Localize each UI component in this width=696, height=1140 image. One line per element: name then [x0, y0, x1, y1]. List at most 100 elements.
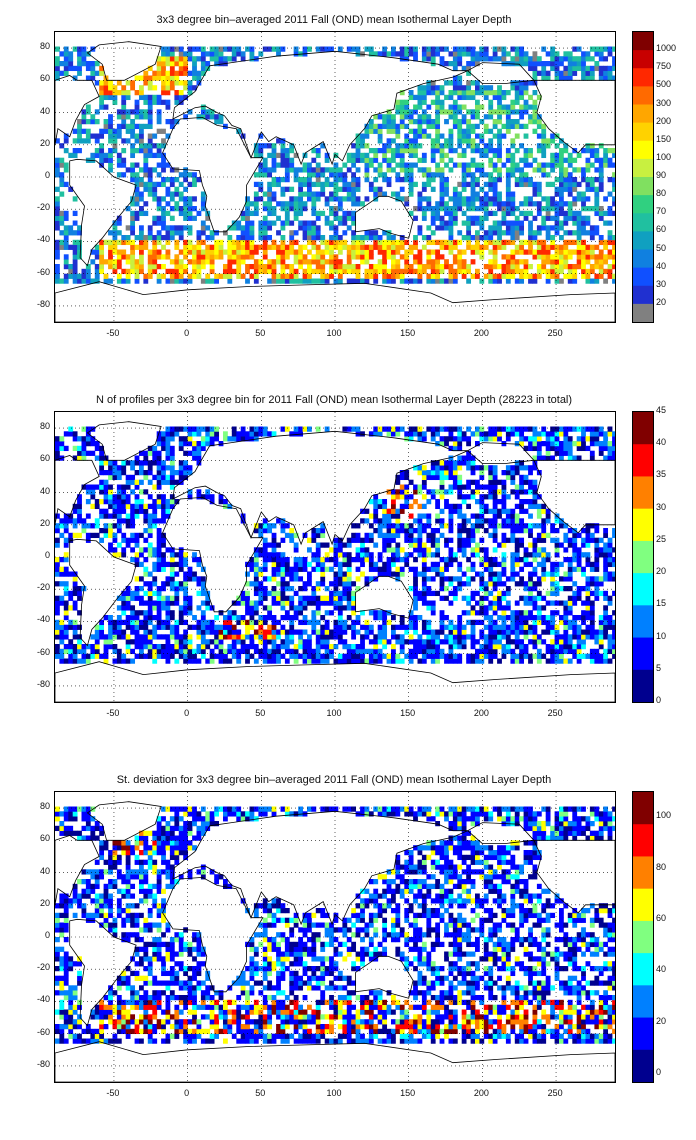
colorbar-tick-label: 15 — [656, 598, 667, 609]
colorbar-tick-label: 5 — [656, 662, 662, 673]
coastlines — [55, 41, 615, 322]
x-tick-label: 150 — [400, 708, 416, 718]
colorbar-swatch — [633, 1017, 653, 1051]
colorbar-tick-label: 90 — [656, 170, 667, 180]
colorbar-tick-label: 200 — [656, 115, 672, 126]
colorbar-swatch — [633, 985, 653, 1019]
x-tick-label: 200 — [473, 328, 489, 338]
map-title: 3x3 degree bin–averaged 2011 Fall (OND) … — [156, 14, 512, 26]
y-tick-label: 80 — [39, 801, 50, 812]
coastlines — [55, 801, 615, 1082]
y-tick-label: -80 — [36, 298, 50, 309]
x-tick-label: 250 — [547, 708, 563, 718]
x-tick-label: 0 — [184, 1088, 190, 1098]
colorbar-swatch — [633, 303, 653, 322]
coastlines — [55, 421, 615, 702]
y-tick-label: -40 — [36, 234, 50, 245]
x-tick-label: 200 — [473, 1088, 489, 1098]
map-canvas — [55, 32, 615, 322]
colorbar-swatch — [633, 508, 653, 542]
colorbar-swatch — [633, 953, 653, 986]
x-tick-label: 250 — [547, 328, 563, 338]
colorbar-tick-label: 45 — [656, 405, 667, 415]
colorbar-tick-label: 300 — [656, 97, 672, 108]
x-tick-label: -50 — [106, 328, 120, 338]
y-tick-label: 40 — [39, 105, 50, 116]
colorbar-swatch — [633, 540, 653, 574]
colorbar-swatch — [633, 605, 653, 639]
colorbar-swatch — [633, 195, 653, 214]
data-cells — [55, 806, 615, 1044]
colorbar-tick-label: 40 — [656, 964, 667, 975]
colorbar-tick-label: 20 — [656, 296, 667, 307]
x-tick-label: 100 — [326, 708, 342, 718]
y-tick-label: -80 — [36, 1058, 50, 1069]
colorbar-tick-label: 30 — [656, 278, 667, 289]
colorbar-mean — [632, 31, 654, 323]
y-tick-label: 80 — [39, 41, 50, 52]
x-tick-label: 0 — [184, 328, 190, 338]
colorbar-tick-label: 10 — [656, 630, 667, 641]
y-tick-label: 40 — [39, 485, 50, 496]
colorbar-tick-label: 80 — [656, 188, 667, 199]
colorbar-swatch — [633, 888, 653, 922]
colorbar-swatch — [633, 68, 653, 87]
y-tick-label: -80 — [36, 678, 50, 689]
x-tick-label: 100 — [326, 1088, 342, 1098]
x-tick-label: 0 — [184, 708, 190, 718]
colorbar-swatch — [633, 476, 653, 510]
colorbar-tick-label: 50 — [656, 242, 667, 253]
x-tick-label: 50 — [255, 1088, 266, 1098]
x-tick-label: 200 — [473, 708, 489, 718]
colorbar-tick-label: 60 — [656, 224, 667, 235]
colorbar-swatch — [633, 140, 653, 160]
colorbar-swatch — [633, 573, 653, 606]
colorbar-swatch — [633, 669, 653, 702]
colorbar-swatch — [633, 50, 653, 69]
y-tick-label: 20 — [39, 517, 50, 528]
colorbar-swatch — [633, 158, 653, 178]
colorbar-swatch — [633, 86, 653, 106]
y-tick-label: 60 — [39, 73, 50, 84]
map-canvas — [55, 412, 615, 702]
colorbar-swatch — [633, 792, 653, 825]
colorbar-tick-label: 60 — [656, 912, 667, 923]
colorbar-swatch — [633, 249, 653, 269]
y-tick-label: 20 — [39, 137, 50, 148]
colorbar-tick-label: 0 — [656, 1067, 662, 1078]
y-tick-label: 80 — [39, 421, 50, 432]
colorbar-swatch — [633, 213, 653, 232]
y-tick-label: 20 — [39, 897, 50, 908]
colorbar-tick-label: 20 — [656, 566, 667, 577]
y-tick-label: 0 — [44, 170, 50, 180]
x-tick-label: 50 — [255, 328, 266, 338]
y-tick-label: -40 — [36, 614, 50, 625]
colorbar-tick-label: 80 — [656, 861, 667, 872]
colorbar-swatch — [633, 32, 653, 51]
map-plot-count — [54, 411, 616, 703]
colorbar-swatch — [633, 444, 653, 477]
x-tick-label: 100 — [326, 328, 342, 338]
colorbar-count — [632, 411, 654, 703]
colorbar-swatch — [633, 104, 653, 124]
x-tick-label: 150 — [400, 1088, 416, 1098]
colorbar-tick-label: 25 — [656, 533, 667, 544]
colorbar-swatch — [633, 1049, 653, 1082]
colorbar-swatch — [633, 637, 653, 671]
map-title: St. deviation for 3x3 degree bin–average… — [116, 774, 552, 786]
y-tick-label: -20 — [36, 202, 50, 213]
colorbar-std — [632, 791, 654, 1083]
y-tick-label: 60 — [39, 453, 50, 464]
colorbar-swatch — [633, 122, 653, 142]
colorbar-tick-label: 1000 — [656, 43, 677, 54]
colorbar-swatch — [633, 920, 653, 954]
colorbar-tick-label: 40 — [656, 260, 667, 271]
map-canvas — [55, 792, 615, 1082]
map-title: N of profiles per 3x3 degree bin for 201… — [95, 394, 573, 406]
colorbar-tick-label: 750 — [656, 61, 672, 72]
colorbar-swatch — [633, 267, 653, 287]
y-tick-label: 0 — [44, 930, 50, 940]
y-tick-label: -60 — [36, 266, 50, 277]
x-tick-label: 150 — [400, 328, 416, 338]
gridlines — [55, 412, 615, 702]
